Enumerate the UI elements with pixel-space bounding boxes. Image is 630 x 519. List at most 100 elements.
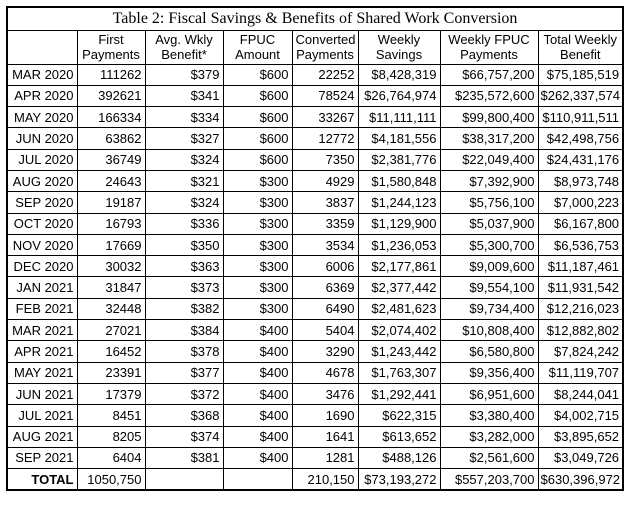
table-row: NOV 2020 17669 $350 $300 3534 $1,236,053 $5,30… xyxy=(6,233,624,257)
first-payments-cell: 17669 xyxy=(76,233,146,257)
weekly-savings-cell: $1,243,442 xyxy=(357,340,441,363)
total-weekly-benefit-cell: $3,049,726 xyxy=(537,446,624,470)
fpuc-amount-cell: $300 xyxy=(222,233,293,257)
column-header-fpuc-amount: FPUC Amount xyxy=(222,29,293,65)
avg-wkly-benefit-cell: $336 xyxy=(144,212,224,235)
month-cell: AUG 2020 xyxy=(6,169,78,193)
month-cell: JUN 2021 xyxy=(6,382,78,406)
weekly-savings-cell: $8,428,319 xyxy=(357,63,441,86)
fpuc-amount-cell: $600 xyxy=(222,106,293,129)
first-payments-cell: 24643 xyxy=(76,169,146,193)
table-head: Table 2: Fiscal Savings & Benefits of Sh… xyxy=(6,6,624,65)
converted-payments-cell: 6369 xyxy=(291,276,359,299)
converted-payments-cell: 3534 xyxy=(291,233,359,257)
first-payments-cell: 6404 xyxy=(76,446,146,470)
first-payments-cell: 63862 xyxy=(76,127,146,150)
fpuc-amount-cell: $400 xyxy=(222,382,293,406)
total-weekly-benefit-cell: $42,498,756 xyxy=(537,127,624,150)
converted-payments-cell: 12772 xyxy=(291,127,359,150)
total-weekly-benefit-cell: $262,337,574 xyxy=(537,84,624,108)
column-header-weekly-fpuc-payments: Weekly FPUC Payments xyxy=(439,29,539,65)
total-weekly-savings-cell: $73,193,272 xyxy=(357,468,441,491)
weekly-savings-cell: $4,181,556 xyxy=(357,127,441,150)
converted-payments-cell: 3290 xyxy=(291,340,359,363)
converted-payments-cell: 78524 xyxy=(291,84,359,108)
weekly-savings-cell: $622,315 xyxy=(357,404,441,427)
month-cell: MAY 2021 xyxy=(6,361,78,384)
first-payments-cell: 27021 xyxy=(76,319,146,342)
month-cell: AUG 2021 xyxy=(6,425,78,448)
table-row: SEP 2020 19187 $324 $300 3837 $1,244,123 $5,75… xyxy=(6,191,624,214)
fpuc-amount-cell: $300 xyxy=(222,212,293,235)
weekly-fpuc-payments-cell: $6,951,600 xyxy=(439,382,539,406)
converted-payments-cell: 1641 xyxy=(291,425,359,448)
fpuc-amount-cell: $400 xyxy=(222,446,293,470)
month-cell: JUL 2021 xyxy=(6,404,78,427)
weekly-savings-cell: $2,177,861 xyxy=(357,255,441,278)
avg-wkly-benefit-cell: $378 xyxy=(144,340,224,363)
total-weekly-benefit-cell: $11,119,707 xyxy=(537,361,624,384)
month-cell: JUL 2020 xyxy=(6,148,78,171)
first-payments-cell: 166334 xyxy=(76,106,146,129)
total-weekly-benefit-cell: $12,216,023 xyxy=(537,297,624,321)
table-row: JUL 2021 8451 $368 $400 1690 $622,315 $3,380,4… xyxy=(6,404,624,427)
table-row: JUL 2020 36749 $324 $600 7350 $2,381,776 $22,0… xyxy=(6,148,624,171)
converted-payments-cell: 1690 xyxy=(291,404,359,427)
avg-wkly-benefit-cell: $324 xyxy=(144,191,224,214)
weekly-fpuc-payments-cell: $2,561,600 xyxy=(439,446,539,470)
converted-payments-cell: 4678 xyxy=(291,361,359,384)
total-weekly-benefit-cell: $11,187,461 xyxy=(537,255,624,278)
fpuc-amount-cell: $400 xyxy=(222,404,293,427)
table-body: MAR 2020 111262 $379 $600 22252 $8,428,319 $66… xyxy=(6,63,624,491)
first-payments-cell: 392621 xyxy=(76,84,146,108)
column-header-total-weekly-benefit: Total Weekly Benefit xyxy=(537,29,624,65)
avg-wkly-benefit-cell: $382 xyxy=(144,297,224,321)
total-first-payments-cell: 1050,750 xyxy=(76,468,146,491)
first-payments-cell: 16452 xyxy=(76,340,146,363)
total-weekly-benefit-cell: $7,824,242 xyxy=(537,340,624,363)
fiscal-savings-table: Table 2: Fiscal Savings & Benefits of Sh… xyxy=(6,6,625,491)
avg-wkly-benefit-cell: $350 xyxy=(144,233,224,257)
weekly-fpuc-payments-cell: $235,572,600 xyxy=(439,84,539,108)
fpuc-amount-cell: $400 xyxy=(222,425,293,448)
total-weekly-benefit-cell: $110,911,511 xyxy=(537,106,624,129)
first-payments-cell: 19187 xyxy=(76,191,146,214)
weekly-savings-cell: $1,292,441 xyxy=(357,382,441,406)
table-row: JAN 2021 31847 $373 $300 6369 $2,377,442 $9,55… xyxy=(6,276,624,299)
table-row: MAR 2020 111262 $379 $600 22252 $8,428,319 $66… xyxy=(6,63,624,86)
avg-wkly-benefit-cell: $373 xyxy=(144,276,224,299)
weekly-savings-cell: $2,074,402 xyxy=(357,319,441,342)
month-cell: JAN 2021 xyxy=(6,276,78,299)
first-payments-cell: 31847 xyxy=(76,276,146,299)
weekly-savings-cell: $1,236,053 xyxy=(357,233,441,257)
converted-payments-cell: 1281 xyxy=(291,446,359,470)
table-header-row: First Payments Avg. Wkly Benefit* FPUC A… xyxy=(6,29,624,65)
total-total-weekly-benefit-cell: $630,396,972 xyxy=(537,468,624,491)
weekly-fpuc-payments-cell: $5,300,700 xyxy=(439,233,539,257)
converted-payments-cell: 6006 xyxy=(291,255,359,278)
total-weekly-fpuc-payments-cell: $557,203,700 xyxy=(439,468,539,491)
column-header-converted-payments: Converted Payments xyxy=(291,29,359,65)
first-payments-cell: 36749 xyxy=(76,148,146,171)
fpuc-amount-cell: $600 xyxy=(222,127,293,150)
month-cell: MAY 2020 xyxy=(6,106,78,129)
weekly-savings-cell: $1,580,848 xyxy=(357,169,441,193)
table-row: AUG 2020 24643 $321 $300 4929 $1,580,848 $7,39… xyxy=(6,169,624,193)
avg-wkly-benefit-cell: $374 xyxy=(144,425,224,448)
converted-payments-cell: 33267 xyxy=(291,106,359,129)
table-title: Table 2: Fiscal Savings & Benefits of Sh… xyxy=(6,6,624,31)
weekly-fpuc-payments-cell: $7,392,900 xyxy=(439,169,539,193)
weekly-fpuc-payments-cell: $6,580,800 xyxy=(439,340,539,363)
weekly-savings-cell: $11,111,111 xyxy=(357,106,441,129)
avg-wkly-benefit-cell: $341 xyxy=(144,84,224,108)
avg-wkly-benefit-cell: $363 xyxy=(144,255,224,278)
weekly-savings-cell: $2,377,442 xyxy=(357,276,441,299)
total-weekly-benefit-cell: $6,167,800 xyxy=(537,212,624,235)
column-header-weekly-savings: Weekly Savings xyxy=(357,29,441,65)
weekly-fpuc-payments-cell: $10,808,400 xyxy=(439,319,539,342)
table-row: MAR 2021 27021 $384 $400 5404 $2,074,402 $10,8… xyxy=(6,319,624,342)
avg-wkly-benefit-cell: $368 xyxy=(144,404,224,427)
weekly-savings-cell: $2,481,623 xyxy=(357,297,441,321)
avg-wkly-benefit-cell: $324 xyxy=(144,148,224,171)
